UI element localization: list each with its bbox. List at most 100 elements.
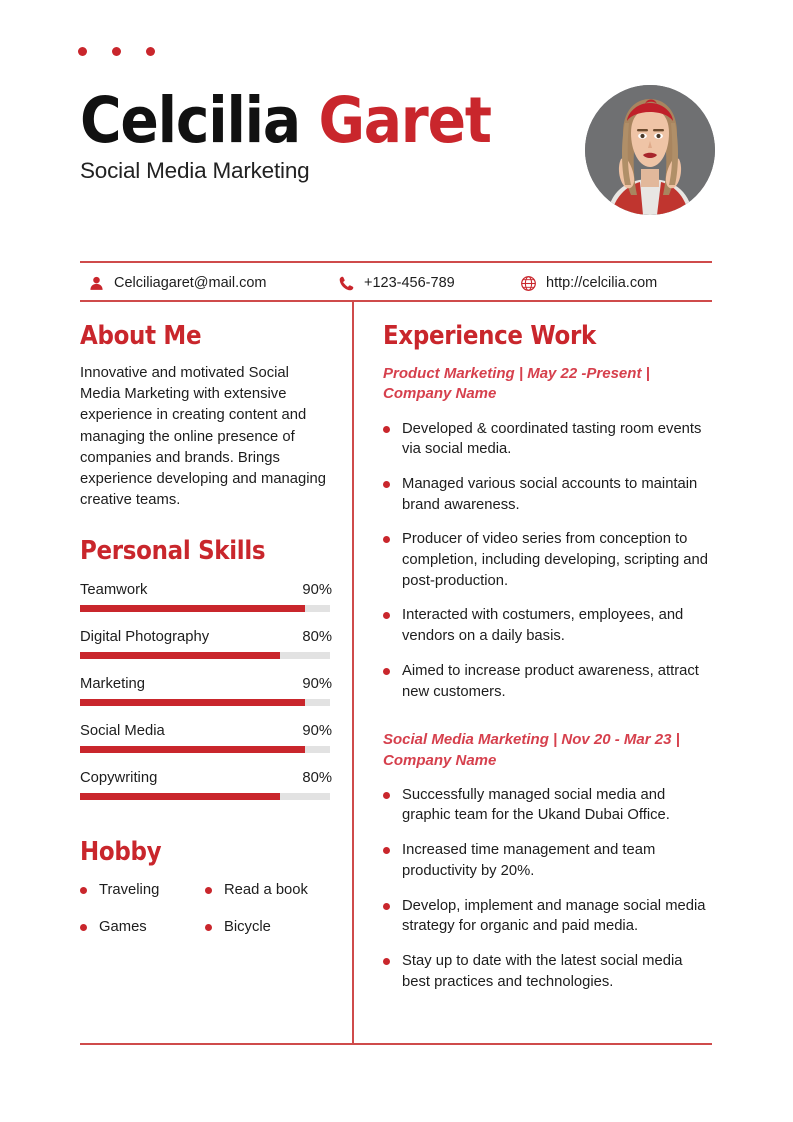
list-item: Aimed to increase product awareness, att… bbox=[383, 661, 713, 702]
contact-website-text: http://celcilia.com bbox=[546, 275, 658, 291]
divider-middle bbox=[80, 300, 712, 302]
bullet-dot-icon bbox=[205, 923, 212, 931]
list-item: Interacted with costumers, employees, an… bbox=[383, 605, 713, 646]
bullet-dot-icon bbox=[383, 667, 390, 675]
list-item: Increased time management and team produ… bbox=[383, 840, 713, 881]
bullet-text: Managed various social accounts to maint… bbox=[402, 475, 698, 513]
contact-phone-text: +123-456-789 bbox=[364, 275, 455, 291]
dot-3 bbox=[146, 47, 155, 56]
portrait-photo-icon bbox=[585, 85, 715, 215]
header-subtitle: Social Media Marketing bbox=[80, 158, 310, 184]
bullet-text: Producer of video series from conception… bbox=[402, 531, 708, 589]
hobby-section: Hobby Traveling Read a book Games Bicycl… bbox=[80, 838, 332, 935]
job-bullets: Developed & coordinated tasting room eve… bbox=[383, 419, 713, 703]
skill-progress-track bbox=[80, 699, 330, 707]
hobby-label: Bicycle bbox=[224, 919, 271, 936]
page-title: Celcilia Garet bbox=[80, 87, 560, 154]
bullet-dot-icon bbox=[383, 612, 390, 620]
experience-job: Product Marketing | May 22 -Present | Co… bbox=[383, 364, 713, 702]
list-item: Traveling bbox=[80, 882, 205, 898]
list-item: Successfully managed social media and gr… bbox=[383, 785, 713, 826]
skill-value: 80% bbox=[302, 770, 332, 787]
skill-label: Digital Photography bbox=[80, 629, 210, 646]
hobby-heading: Hobby bbox=[80, 837, 162, 868]
skill-progress-fill bbox=[80, 793, 280, 801]
phone-icon bbox=[339, 276, 354, 290]
skill-progress-fill bbox=[80, 746, 305, 754]
skill-item: Social Media 90% bbox=[80, 723, 332, 754]
hobby-label: Read a book bbox=[224, 882, 308, 899]
bullet-text: Successfully managed social media and gr… bbox=[402, 786, 670, 824]
skill-value: 90% bbox=[302, 676, 332, 693]
divider-bottom bbox=[80, 1043, 712, 1045]
list-item: Develop, implement and manage social med… bbox=[383, 896, 713, 937]
bullet-dot-icon bbox=[383, 791, 390, 799]
list-item: Developed & coordinated tasting room eve… bbox=[383, 419, 713, 460]
globe-icon bbox=[521, 275, 536, 291]
about-text: Innovative and motivated Social Media Ma… bbox=[80, 365, 326, 508]
skills-heading: Personal Skills bbox=[80, 536, 266, 567]
skill-value: 90% bbox=[302, 723, 332, 740]
avatar bbox=[585, 85, 715, 215]
bullet-dot-icon bbox=[80, 923, 87, 931]
contact-email-text: Celciliagaret@mail.com bbox=[114, 275, 267, 291]
skill-progress-track bbox=[80, 652, 330, 660]
contact-email[interactable]: Celciliagaret@mail.com bbox=[80, 275, 338, 292]
job-meta: Social Media Marketing | Nov 20 - Mar 23… bbox=[383, 731, 680, 769]
bullet-dot-icon bbox=[80, 886, 87, 894]
bullet-text: Developed & coordinated tasting room eve… bbox=[402, 420, 702, 458]
list-item: Bicycle bbox=[205, 919, 330, 935]
skill-item: Digital Photography 80% bbox=[80, 629, 332, 660]
list-item: Stay up to date with the latest social m… bbox=[383, 951, 713, 992]
hobby-list: Traveling Read a book Games Bicycle bbox=[80, 882, 332, 935]
last-name: Garet bbox=[318, 84, 491, 157]
contact-website[interactable]: http://celcilia.com bbox=[520, 275, 710, 292]
bullet-text: Stay up to date with the latest social m… bbox=[402, 953, 683, 990]
skill-label: Marketing bbox=[80, 676, 145, 693]
skill-label: Copywriting bbox=[80, 770, 158, 787]
divider-vertical bbox=[352, 302, 354, 1043]
decorative-dots bbox=[78, 47, 155, 56]
contact-bar: Celciliagaret@mail.com +123-456-789 http… bbox=[80, 268, 712, 298]
bullet-dot-icon bbox=[383, 536, 390, 544]
job-meta: Product Marketing | May 22 -Present | Co… bbox=[383, 365, 650, 403]
skill-progress-track bbox=[80, 793, 330, 801]
list-item: Read a book bbox=[205, 882, 330, 898]
skill-progress-fill bbox=[80, 652, 280, 660]
contact-phone[interactable]: +123-456-789 bbox=[338, 275, 520, 292]
list-item: Producer of video series from conception… bbox=[383, 529, 713, 591]
skill-item: Copywriting 80% bbox=[80, 770, 332, 801]
skill-item: Teamwork 90% bbox=[80, 582, 332, 613]
person-icon bbox=[90, 276, 103, 290]
list-item: Managed various social accounts to maint… bbox=[383, 474, 713, 515]
hobby-label: Traveling bbox=[99, 882, 160, 899]
divider-top bbox=[80, 261, 712, 263]
list-item: Games bbox=[80, 919, 205, 935]
skill-progress-fill bbox=[80, 699, 305, 707]
skill-label: Social Media bbox=[80, 723, 165, 740]
about-section: About Me Innovative and motivated Social… bbox=[80, 322, 332, 511]
bullet-dot-icon bbox=[205, 886, 212, 894]
bullet-dot-icon bbox=[383, 425, 390, 433]
bullet-dot-icon bbox=[383, 958, 390, 965]
skill-value: 90% bbox=[302, 582, 332, 599]
bullet-dot-icon bbox=[383, 902, 390, 910]
skill-progress-track bbox=[80, 746, 330, 754]
skill-label: Teamwork bbox=[80, 582, 148, 599]
left-column: About Me Innovative and motivated Social… bbox=[80, 322, 332, 935]
experience-job: Social Media Marketing | Nov 20 - Mar 23… bbox=[383, 730, 713, 992]
skill-progress-fill bbox=[80, 605, 305, 613]
header-block: Celcilia Garet Social Media Marketing bbox=[80, 87, 560, 184]
dot-2 bbox=[112, 47, 121, 56]
skill-progress-track bbox=[80, 605, 330, 613]
skills-section: Personal Skills Teamwork 90% Digital Pho… bbox=[80, 536, 332, 801]
first-name: Celcilia bbox=[80, 84, 301, 157]
bullet-dot-icon bbox=[383, 480, 390, 488]
bullet-text: Interacted with costumers, employees, an… bbox=[402, 607, 684, 645]
bullet-text: Aimed to increase product awareness, att… bbox=[402, 662, 699, 700]
skill-value: 80% bbox=[302, 629, 332, 646]
right-column: Experience Work Product Marketing | May … bbox=[383, 322, 713, 992]
job-bullets: Successfully managed social media and gr… bbox=[383, 785, 713, 993]
hobby-label: Games bbox=[99, 919, 147, 936]
